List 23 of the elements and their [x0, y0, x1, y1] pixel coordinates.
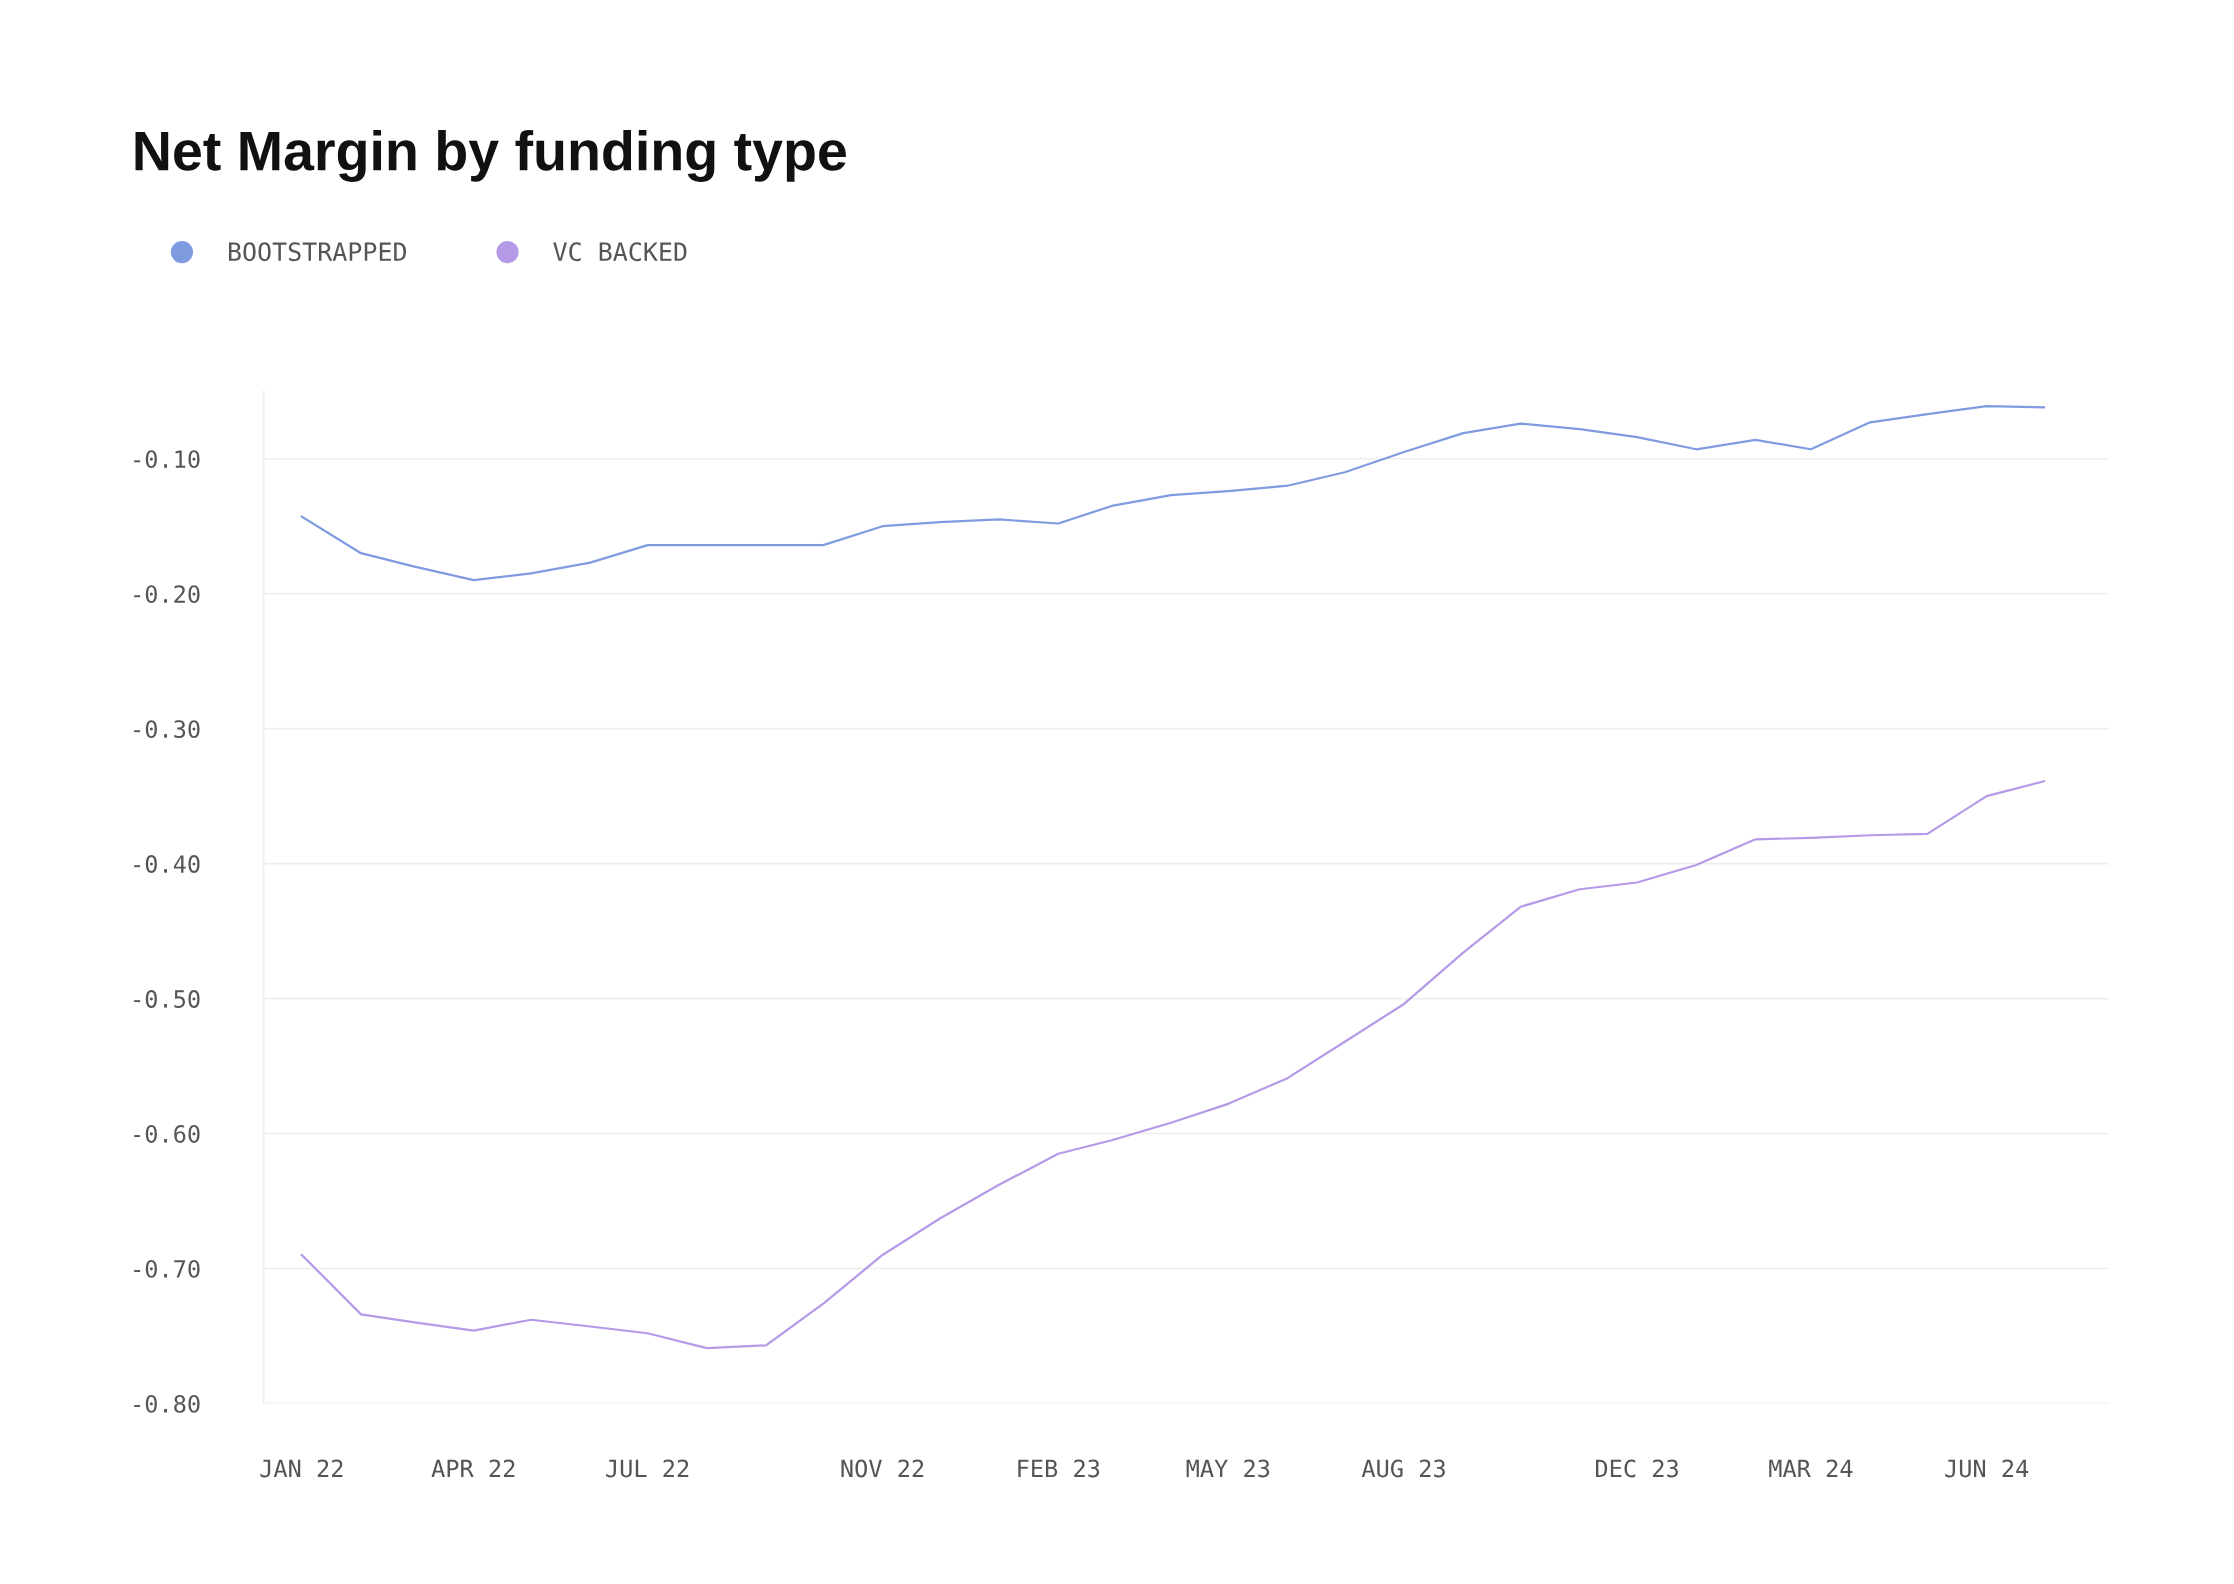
x-tick-label: FEB 23	[1018, 1459, 1100, 1478]
y-tick-label: -0.70	[134, 1259, 200, 1278]
line-series	[300, 404, 2046, 582]
y-tick-label: -0.40	[134, 855, 200, 873]
x-tick-label: JUL 22	[606, 1459, 689, 1478]
x-tick-label: MAR 24	[1769, 1459, 1853, 1478]
x-tick-label: APR 22	[431, 1459, 515, 1478]
legend-label: VC BACKED	[553, 242, 687, 262]
x-tick-label: NOV 22	[841, 1459, 924, 1478]
line-series	[300, 780, 2046, 1350]
y-tick-label: -0.20	[134, 585, 200, 604]
x-tick-label: JUN 24	[1945, 1459, 2029, 1478]
y-tick-label: -0.30	[134, 720, 200, 739]
chart-title: Net Margin by funding type	[135, 129, 846, 182]
x-tick-label: MAY 23	[1186, 1459, 1270, 1478]
y-tick-label: -0.60	[134, 1125, 200, 1143]
x-tick-label: AUG 23	[1361, 1459, 1445, 1478]
y-tick-label: -0.50	[134, 990, 200, 1008]
y-tick-label: -0.80	[134, 1394, 200, 1413]
x-tick-label: DEC 23	[1596, 1459, 1678, 1478]
legend-label: BOOTSTRAPPED	[228, 242, 407, 262]
y-tick-label: -0.10	[134, 450, 200, 469]
x-tick-label: JAN 22	[260, 1459, 343, 1478]
